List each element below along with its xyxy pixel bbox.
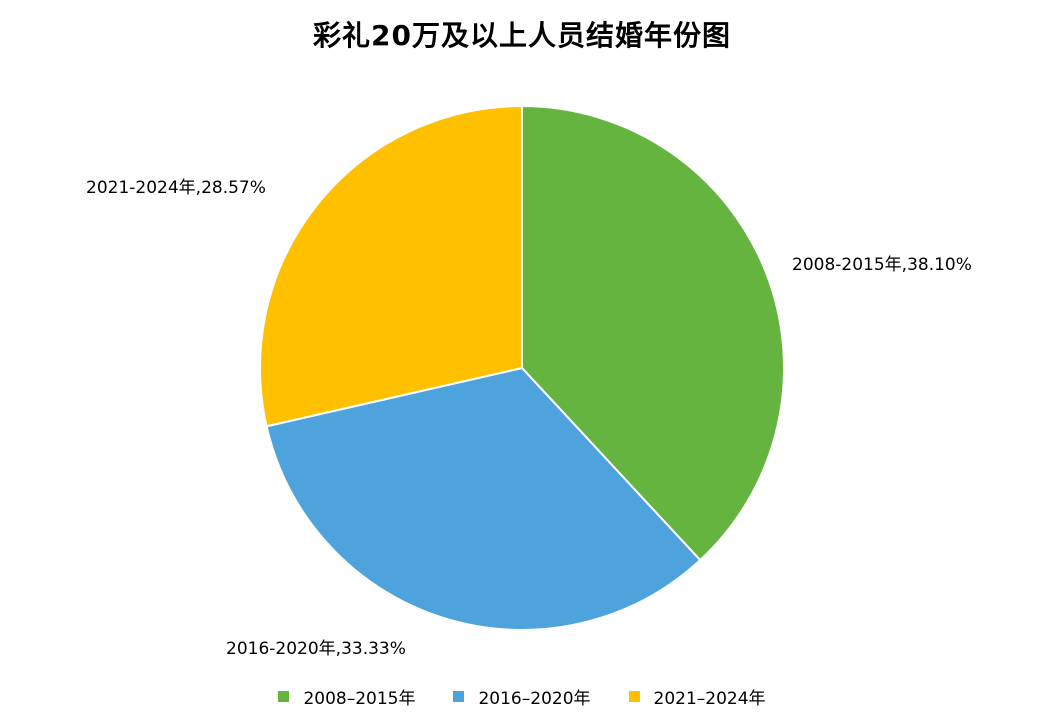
pie-data-labels: 2008-2015年,38.10% 2016-2020年,33.33% 2021-2… [86,178,972,659]
data-label-2016-2020: 2016-2020年,33.33% [226,639,406,659]
legend-label-2008-2015: 2008–2015年 [303,689,416,709]
legend-label-2021-2024: 2021–2024年 [653,689,766,709]
data-label-2008-2015: 2008-2015年,38.10% [792,255,972,275]
legend-item-2016-2020[interactable]: 2016–2020年 [453,684,591,709]
legend-item-2008-2015[interactable]: 2008–2015年 [278,684,415,709]
legend-label-2016-2020: 2016–2020年 [478,689,591,709]
data-label-2021-2024: 2021-2024年,28.57% [86,178,266,198]
legend-item-2021-2024[interactable]: 2021–2024年 [628,684,766,709]
legend-swatch-2008-2015 [278,691,290,702]
chart-legend: 2008–2015年 2016–2020年 2021–2024年 [0,684,1044,709]
pie-slices [259,104,785,631]
chart-title: 彩礼20万及以上人员结婚年份图 [313,19,731,52]
legend-swatch-2021-2024 [628,691,640,702]
pie-slice-2021-2024[interactable] [259,104,523,428]
legend-swatch-2016-2020 [453,691,465,702]
pie-slice-2008-2015[interactable] [521,104,785,562]
pie-slice-2016-2020[interactable] [265,366,702,631]
